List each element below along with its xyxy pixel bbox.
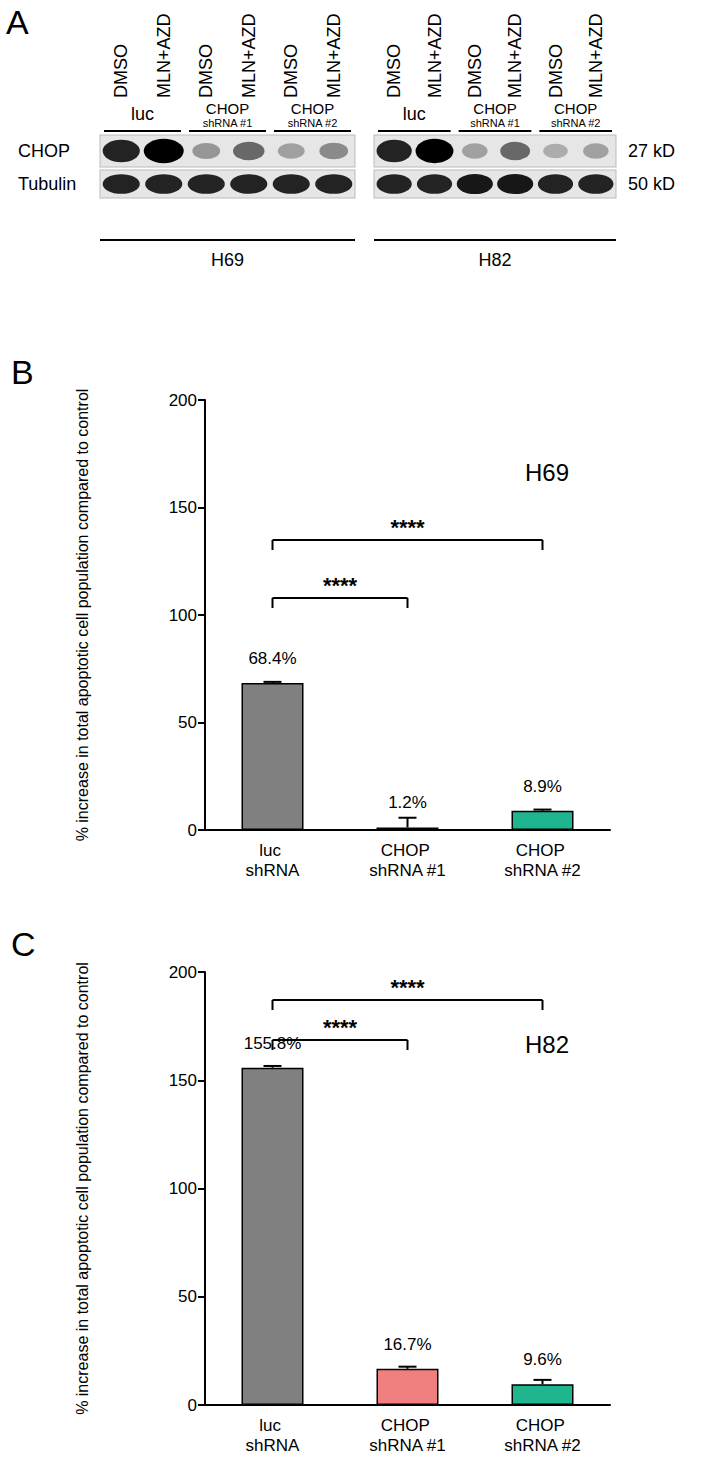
svg-text:CHOP: CHOP — [206, 100, 249, 117]
svg-text:shRNA #1: shRNA #1 — [203, 117, 253, 129]
svg-text:9.6%: 9.6% — [523, 1350, 562, 1369]
svg-text:shRNA #2: shRNA #2 — [504, 1436, 581, 1455]
svg-text:shRNA #2: shRNA #2 — [288, 117, 338, 129]
svg-text:200: 200 — [169, 963, 197, 982]
svg-text:CHOP: CHOP — [291, 100, 334, 117]
svg-text:A: A — [6, 3, 29, 41]
svg-text:shRNA #2: shRNA #2 — [551, 117, 601, 129]
svg-text:shRNA #1: shRNA #1 — [369, 861, 446, 880]
svg-text:100: 100 — [169, 1179, 197, 1198]
svg-text:luc: luc — [403, 104, 426, 124]
svg-text:MLN+AZD: MLN+AZD — [239, 13, 259, 98]
svg-text:27 kD: 27 kD — [628, 141, 675, 161]
svg-text:50 kD: 50 kD — [628, 174, 675, 194]
svg-text:shRNA #2: shRNA #2 — [504, 861, 581, 880]
svg-text:16.7%: 16.7% — [383, 1335, 431, 1354]
svg-text:****: **** — [323, 573, 358, 598]
svg-text:150: 150 — [169, 1071, 197, 1090]
svg-text:DMSO: DMSO — [384, 44, 404, 98]
svg-text:luc: luc — [259, 841, 285, 860]
svg-text:DMSO: DMSO — [111, 44, 131, 98]
svg-text:Tubulin: Tubulin — [18, 174, 76, 194]
svg-text:150: 150 — [169, 498, 197, 517]
svg-text:8.9%: 8.9% — [523, 777, 562, 796]
svg-text:luc: luc — [131, 104, 154, 124]
svg-text:155.8%: 155.8% — [244, 1034, 302, 1053]
svg-text:DMSO: DMSO — [546, 44, 566, 98]
svg-text:68.4%: 68.4% — [248, 649, 296, 668]
svg-text:% increase in total apoptotic: % increase in total apoptotic cell popul… — [74, 962, 91, 1415]
svg-text:0: 0 — [188, 1396, 197, 1415]
svg-text:C: C — [11, 925, 36, 963]
svg-text:DMSO: DMSO — [281, 44, 301, 98]
svg-text:shRNA: shRNA — [246, 861, 301, 880]
svg-text:MLN+AZD: MLN+AZD — [505, 13, 525, 98]
svg-text:CHOP: CHOP — [381, 841, 435, 860]
svg-text:MLN+AZD: MLN+AZD — [154, 13, 174, 98]
svg-text:H69: H69 — [525, 459, 569, 486]
svg-text:50: 50 — [178, 713, 197, 732]
svg-text:1.2%: 1.2% — [388, 793, 427, 812]
svg-text:shRNA: shRNA — [246, 1436, 301, 1455]
svg-text:% increase in total apoptotic: % increase in total apoptotic cell popul… — [74, 389, 91, 842]
svg-text:****: **** — [390, 975, 425, 1000]
svg-text:shRNA #1: shRNA #1 — [470, 117, 520, 129]
svg-text:CHOP: CHOP — [516, 1416, 570, 1435]
svg-text:0: 0 — [188, 821, 197, 840]
svg-text:****: **** — [390, 515, 425, 540]
svg-text:CHOP: CHOP — [516, 841, 570, 860]
svg-text:H82: H82 — [478, 250, 511, 270]
svg-text:MLN+AZD: MLN+AZD — [425, 13, 445, 98]
svg-text:luc: luc — [259, 1416, 285, 1435]
svg-text:****: **** — [323, 1015, 358, 1040]
svg-text:50: 50 — [178, 1287, 197, 1306]
svg-text:CHOP: CHOP — [18, 141, 70, 161]
svg-text:CHOP: CHOP — [554, 100, 597, 117]
svg-text:H69: H69 — [211, 250, 244, 270]
svg-text:shRNA #1: shRNA #1 — [369, 1436, 446, 1455]
svg-text:CHOP: CHOP — [473, 100, 516, 117]
svg-text:CHOP: CHOP — [381, 1416, 435, 1435]
svg-text:MLN+AZD: MLN+AZD — [586, 13, 606, 98]
svg-text:B: B — [11, 353, 34, 391]
svg-text:200: 200 — [169, 391, 197, 410]
svg-text:DMSO: DMSO — [465, 44, 485, 98]
svg-text:H82: H82 — [525, 1031, 569, 1058]
svg-text:MLN+AZD: MLN+AZD — [324, 13, 344, 98]
svg-text:100: 100 — [169, 606, 197, 625]
svg-text:DMSO: DMSO — [196, 44, 216, 98]
